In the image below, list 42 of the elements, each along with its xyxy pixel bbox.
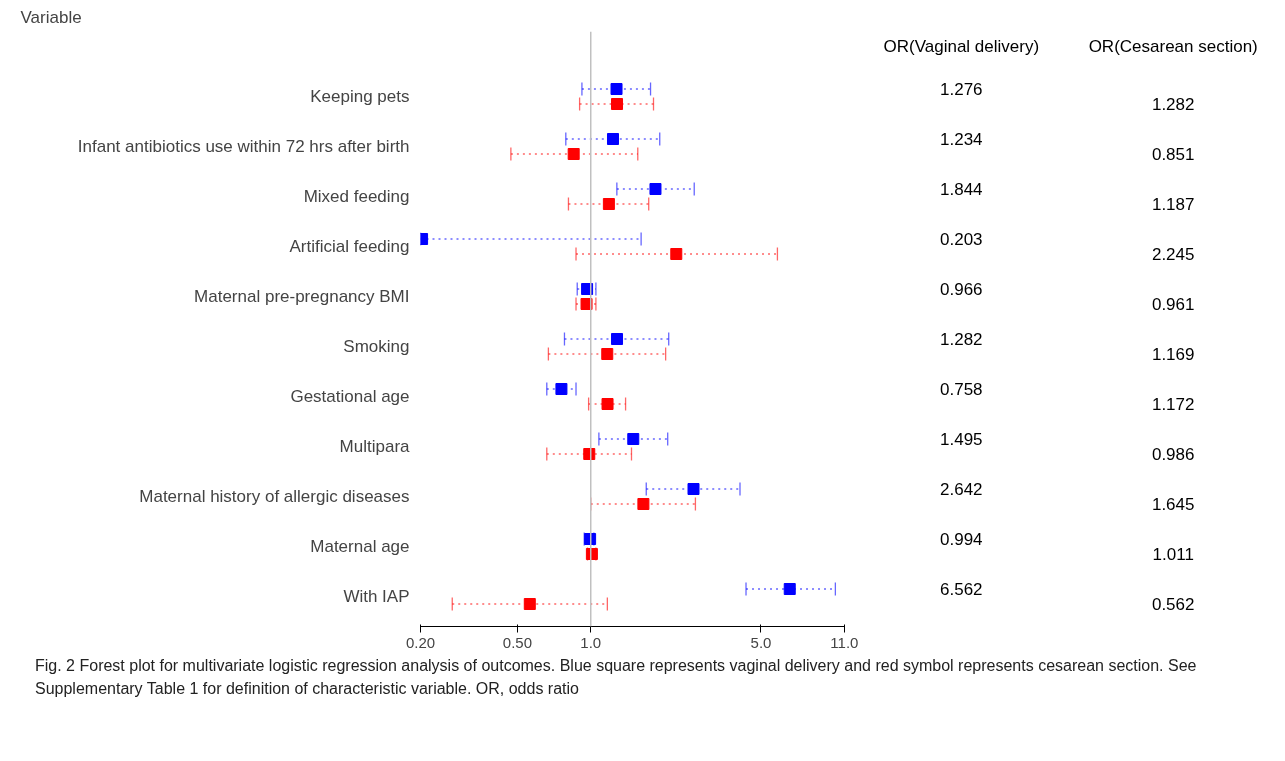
data-label: 1.172 <box>1151 395 1195 414</box>
text: OR(Cesarean section) <box>1088 37 1258 56</box>
data-label: 2.245 <box>1151 245 1195 264</box>
data-label: 1.495 <box>940 430 983 449</box>
data-label: 1.169 <box>1151 345 1195 364</box>
x-tick-label: 5.0 <box>750 633 772 651</box>
y-tick-label: Maternal pre-pregnancy BMI <box>194 287 410 306</box>
data-label: 1.011 <box>1152 545 1194 564</box>
data-label: 0.203 <box>940 230 983 249</box>
x-tick-label: 0.50 <box>502 633 533 651</box>
data-label: 0.851 <box>1151 145 1195 164</box>
y-tick-label: Keeping pets <box>310 87 410 106</box>
data-label: 0.966 <box>940 280 983 299</box>
y-tick-label: With IAP <box>343 587 410 606</box>
data-label: 1.282 <box>1151 95 1195 114</box>
y-tick-label: Maternal age <box>310 537 410 556</box>
y-tick-label: Smoking <box>343 337 410 356</box>
caption: Fig. 2 Forest plot for multivariate logistic regression analysis of outcomes. Blue square represents vaginal delivery and red symbol represents cesarean section. See Supplementary Table 1 for definition of characteristic variable. OR, odds ratio <box>35 656 1198 699</box>
y-tick-label: Maternal history of allergic diseases <box>139 487 410 506</box>
data-label: 1.844 <box>940 180 983 199</box>
x-tick-label: 1.0 <box>580 633 602 651</box>
data-label: 0.758 <box>940 380 983 399</box>
x-tick-label: 0.20 <box>405 633 436 651</box>
data-label: 1.645 <box>1151 495 1195 514</box>
y-tick-label: Artificial feeding <box>289 237 410 256</box>
data-label: 0.961 <box>1151 295 1195 314</box>
text: Variable <box>20 7 82 27</box>
text: OR(Vaginal delivery) <box>883 37 1040 56</box>
y-tick-label: Mixed feeding <box>303 187 410 206</box>
data-label: 2.642 <box>940 480 983 499</box>
data-label: 0.562 <box>1151 595 1195 614</box>
data-label: 0.994 <box>940 530 983 549</box>
x-tick-label: 11.0 <box>830 633 859 651</box>
y-tick-label: Infant antibiotics use within 72 hrs after birth <box>77 137 410 156</box>
data-label: 1.276 <box>940 80 983 99</box>
data-label: 6.562 <box>940 580 983 599</box>
data-label: 1.282 <box>940 330 983 349</box>
y-tick-label: Multipara <box>339 437 411 456</box>
data-label: 1.187 <box>1151 195 1195 214</box>
data-label: 0.986 <box>1151 445 1195 464</box>
data-label: 1.234 <box>940 130 983 149</box>
y-tick-label: Gestational age <box>290 387 410 406</box>
